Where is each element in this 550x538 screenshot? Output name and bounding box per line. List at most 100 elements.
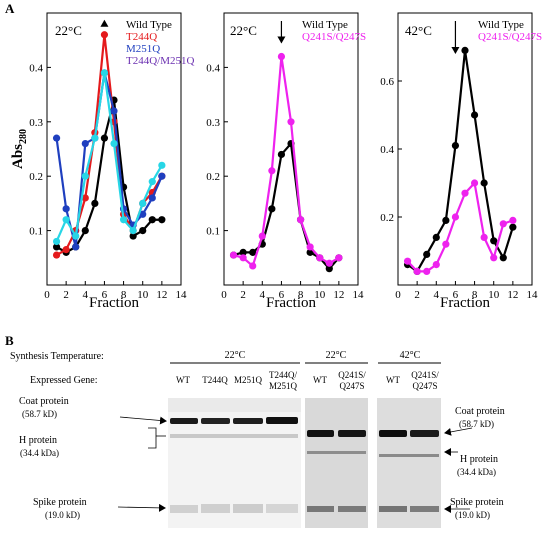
data-point: [490, 254, 498, 262]
band-coat-double: [266, 417, 298, 424]
chart-2-ticks: 0 2 4 6 8 10 12 14 0.1 0.2 0.3 0.4: [206, 62, 364, 301]
lane-t244q-m251q-2: M251Q: [269, 381, 298, 391]
data-point: [480, 233, 488, 241]
x-tick-label: 14: [353, 289, 365, 301]
data-point: [470, 179, 479, 187]
data-point: [139, 210, 147, 218]
data-point: [499, 220, 507, 228]
x-tick-label: 12: [333, 289, 344, 301]
data-point: [229, 251, 238, 259]
lane-q241s-q247s-1-b: Q247S: [339, 381, 364, 391]
gel-blot-1: [168, 398, 301, 528]
band-h-42: [379, 454, 439, 457]
data-point: [129, 232, 137, 240]
ylabel-main: Abs: [10, 144, 26, 169]
x-tick-label: 14: [527, 289, 539, 301]
data-point: [470, 111, 479, 119]
x-tick-label: 2: [63, 289, 69, 301]
gel-blot-2: [305, 398, 368, 528]
chart-2: 0 2 4 6 8 10 12 14 0.1 0.2 0.3 0.4 22°C Wild Type Q…: [206, 12, 366, 311]
data-point: [461, 46, 469, 55]
chart-3-ticks: 0 2 4 6 8 10 12 14 0.2 0.4 0.6: [380, 76, 538, 301]
gel-blot-1-top: [168, 398, 301, 412]
data-point: [62, 246, 70, 254]
data-point: [249, 248, 257, 256]
chart-1-legend-2: M251Q: [126, 43, 160, 55]
chart-3-legend-1: Q241S/Q247S: [478, 31, 542, 43]
data-point: [296, 216, 305, 224]
band-spike-wt: [170, 505, 198, 513]
right-spike-name: Spike protein: [450, 497, 504, 508]
y-tick-label: 0.3: [29, 117, 43, 129]
chart-2-legend-1: Q241S/Q247S: [302, 31, 366, 43]
y-tick-label: 0.2: [29, 171, 43, 183]
lane-t244q-m251q-1: T244Q/: [269, 370, 297, 380]
data-point: [509, 216, 517, 224]
data-point: [316, 254, 324, 262]
series-line: [55, 72, 163, 242]
chart-1-legend-0: Wild Type: [126, 19, 172, 31]
data-point: [52, 237, 61, 246]
chart-1-legend-3: T244Q/M251Q: [126, 55, 195, 67]
left-h-name: H protein: [19, 435, 57, 446]
chart-2-xlabel: Fraction: [266, 295, 316, 311]
y-tick-label: 0.3: [206, 117, 220, 129]
band-coat-wt-22b: [307, 430, 334, 437]
x-tick-label: 4: [260, 289, 266, 301]
x-tick-label: 0: [395, 289, 401, 301]
series-line: [56, 34, 163, 257]
x-tick-label: 14: [176, 289, 188, 301]
chart-1-legend-1: T244Q: [126, 31, 157, 43]
panel-a-label: A: [5, 1, 15, 16]
gel-group-1-temp: 22°C: [225, 350, 246, 361]
lane-q241s-q247s-2-a: Q241S/: [411, 370, 439, 380]
data-point: [52, 134, 61, 142]
left-spike-size: (19.0 kD): [45, 510, 80, 520]
gel-blot-3: [377, 398, 441, 528]
data-point: [129, 227, 137, 235]
data-point: [268, 167, 276, 175]
lane-wt-2: WT: [313, 375, 327, 385]
data-point: [148, 216, 156, 224]
data-point: [158, 172, 166, 180]
lane-q241s-q247s-2-b: Q247S: [412, 381, 437, 391]
x-tick-label: 6: [453, 289, 459, 301]
data-point: [442, 216, 450, 224]
x-tick-label: 4: [434, 289, 440, 301]
band-spike-double: [266, 504, 298, 513]
band-spike-t244q: [201, 504, 230, 513]
right-coat-name: Coat protein: [455, 406, 505, 417]
band-coat-q241s-22: [338, 430, 366, 437]
x-tick-label: 10: [314, 289, 326, 301]
lane-q241s-q247s-2: Q241S/Q247S: [411, 370, 439, 391]
data-point: [277, 150, 286, 159]
left-coat-size: (58.7 kD): [22, 409, 57, 419]
chart-1-ticks: 0 2 4 6 8 10 12 14 0.1 0.2 0.3 0.4: [29, 62, 187, 301]
chart-3-series: [403, 46, 517, 275]
chart-2-series: [229, 52, 343, 273]
data-point: [239, 254, 247, 262]
left-coat-arrow: [119, 416, 167, 425]
data-point: [325, 265, 333, 273]
data-point: [423, 250, 431, 258]
chart-3-temperature: 42°C: [405, 23, 432, 38]
band-spike-wt-42: [379, 506, 407, 512]
data-point: [423, 267, 431, 275]
y-tick-label: 0.2: [206, 171, 220, 183]
series-line: [233, 141, 340, 271]
series-line: [55, 72, 163, 248]
data-point: [100, 69, 109, 77]
data-point: [100, 31, 109, 39]
data-point: [480, 179, 488, 187]
data-point: [52, 251, 61, 259]
data-point: [432, 261, 440, 269]
y-tick-label: 0.1: [206, 226, 220, 238]
data-point: [110, 139, 118, 148]
data-point: [403, 257, 412, 265]
left-spike-arrow: [117, 503, 166, 512]
y-tick-label: 0.6: [380, 76, 394, 88]
ylabel-sub: 280: [18, 129, 29, 144]
right-h-size: (34.4 kDa): [457, 467, 496, 477]
x-tick-label: 12: [156, 289, 167, 301]
data-point: [499, 254, 507, 262]
